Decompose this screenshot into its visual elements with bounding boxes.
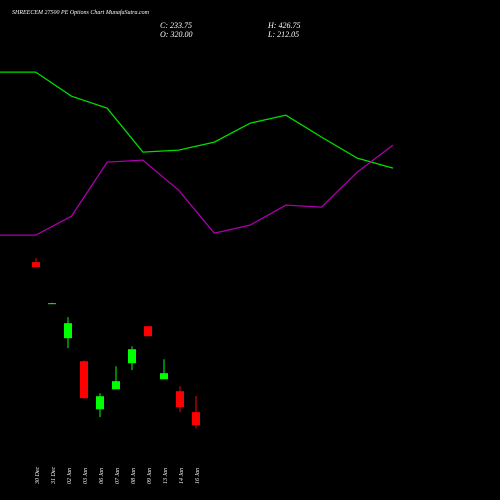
x-tick-label: 03 Jan xyxy=(83,468,89,484)
candle-body xyxy=(112,381,120,390)
x-tick-label: 31 Dec xyxy=(51,467,57,485)
open-label: O: 320.00 xyxy=(160,30,192,39)
high-label: H: 426.75 xyxy=(267,21,300,30)
candle-body xyxy=(144,326,152,337)
x-tick-label: 09 Jan xyxy=(147,468,153,484)
candle-body xyxy=(160,373,168,380)
candle-body xyxy=(176,391,184,408)
candle-body xyxy=(128,349,136,364)
x-tick-label: 07 Jan xyxy=(115,468,121,484)
candle-body xyxy=(64,323,72,339)
candle-body xyxy=(96,396,104,410)
candle-body xyxy=(32,262,40,268)
x-tick-label: 16 Jan xyxy=(195,468,201,484)
x-tick-label: 02 Jan xyxy=(67,468,73,484)
line-series xyxy=(0,71,394,169)
candle-body xyxy=(48,303,56,305)
x-tick-label: 30 Dec xyxy=(35,467,41,485)
x-tick-label: 13 Jan xyxy=(163,468,169,484)
candle-body xyxy=(80,361,88,399)
chart-title: SHREECEM 27500 PE Options Chart MunafaSu… xyxy=(12,9,150,16)
low-label: L: 212.05 xyxy=(267,30,299,39)
x-tick-label: 08 Jan xyxy=(131,468,137,484)
candle-body xyxy=(192,412,200,426)
x-tick-label: 06 Jan xyxy=(99,468,105,484)
line-series xyxy=(0,144,394,236)
close-label: C: 233.75 xyxy=(160,21,192,30)
x-tick-label: 14 Jan xyxy=(178,468,185,484)
